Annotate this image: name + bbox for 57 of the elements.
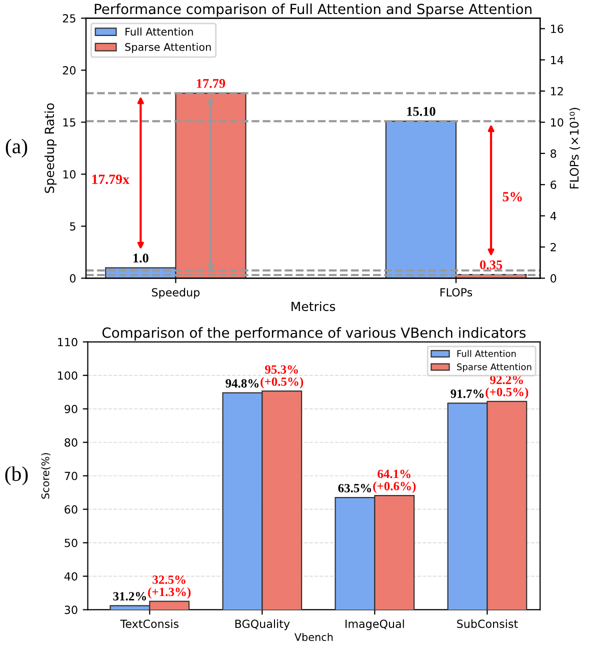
y2-tick-label: 4 bbox=[550, 212, 556, 220]
y2-tick-label: 0 bbox=[550, 274, 556, 283]
y2-tick-label: 14 bbox=[551, 56, 564, 64]
y-tick-label: 50 bbox=[64, 538, 78, 548]
chart-title: Comparison of the performance of various VBench indicators bbox=[102, 327, 526, 341]
x-axis-title: Metrics bbox=[292, 301, 336, 312]
y-tick-label: 20 bbox=[62, 66, 76, 75]
y2-tick-label: 2 bbox=[550, 242, 556, 252]
annotation: 5% bbox=[502, 192, 522, 202]
data-label: 92.2% (+0.5%) bbox=[486, 376, 528, 399]
y-tick-label: 15 bbox=[63, 118, 76, 127]
legend-label: Full Attention bbox=[126, 28, 193, 36]
x-tick-label: TextConsis bbox=[120, 619, 178, 628]
y2-tick-label: 12 bbox=[551, 87, 563, 96]
x-axis-title: Vbench bbox=[294, 632, 333, 642]
data-label: 63.5% bbox=[338, 484, 372, 492]
data-label: 17.79 bbox=[196, 79, 226, 88]
text: (b) bbox=[5, 466, 28, 486]
y-tick-label: 40 bbox=[64, 572, 78, 581]
x-tick-label: ImageQual bbox=[346, 619, 404, 630]
y-axis-title: Score(%) bbox=[41, 453, 50, 499]
legend-label: Full Attention bbox=[457, 350, 516, 358]
x-tick-label: SubConsist bbox=[457, 619, 518, 628]
chart-title: Performance comparison of Full Attention and Sparse Attention bbox=[94, 3, 532, 17]
y-tick-label: 5 bbox=[70, 222, 76, 231]
data-label: 1.0 bbox=[133, 254, 148, 263]
y-tick-label: 30 bbox=[64, 606, 78, 614]
text: (a) bbox=[6, 138, 28, 158]
y-tick-label: 100 bbox=[58, 371, 78, 380]
data-label: 91.7% bbox=[450, 390, 484, 398]
y-tick-label: 70 bbox=[64, 472, 78, 480]
data-label: 64.1% (+0.6%) bbox=[373, 470, 416, 493]
data-label: 31.2% bbox=[113, 592, 146, 601]
y2-tick-label: 16 bbox=[551, 24, 564, 34]
legend-label: Sparse Attention bbox=[457, 363, 532, 372]
data-label: 95.3% (+0.5%) bbox=[260, 365, 304, 388]
data-label: 94.8% bbox=[226, 379, 258, 388]
y-tick-label: 90 bbox=[64, 404, 78, 414]
y-tick-label: 110 bbox=[58, 338, 78, 346]
y-tick-label: 80 bbox=[64, 438, 78, 447]
y-tick-label: 25 bbox=[62, 14, 76, 23]
legend-label: Sparse Attention bbox=[125, 42, 211, 53]
y2-tick-label: 10 bbox=[551, 118, 564, 127]
data-label: 0.35 bbox=[480, 260, 502, 270]
data-label: 15.10 bbox=[407, 106, 436, 116]
y-tick-label: 10 bbox=[63, 170, 76, 179]
y2-tick-label: 8 bbox=[550, 149, 556, 158]
y-axis-title: Speedup Ratio bbox=[44, 103, 57, 193]
y2-axis-title: FLOPs (×10¹⁰) bbox=[570, 108, 580, 188]
x-tick-label: BGQuality bbox=[235, 619, 290, 630]
y2-tick-label: 6 bbox=[550, 180, 556, 189]
y-tick-label: 60 bbox=[64, 505, 78, 514]
y-tick-label: 0 bbox=[70, 274, 76, 283]
annotation: 17.79x bbox=[92, 174, 130, 184]
x-tick-label: FLOPs bbox=[440, 288, 472, 297]
x-tick-label: Speedup bbox=[152, 288, 200, 299]
data-label: 32.5% (+1.3%) bbox=[148, 575, 191, 599]
